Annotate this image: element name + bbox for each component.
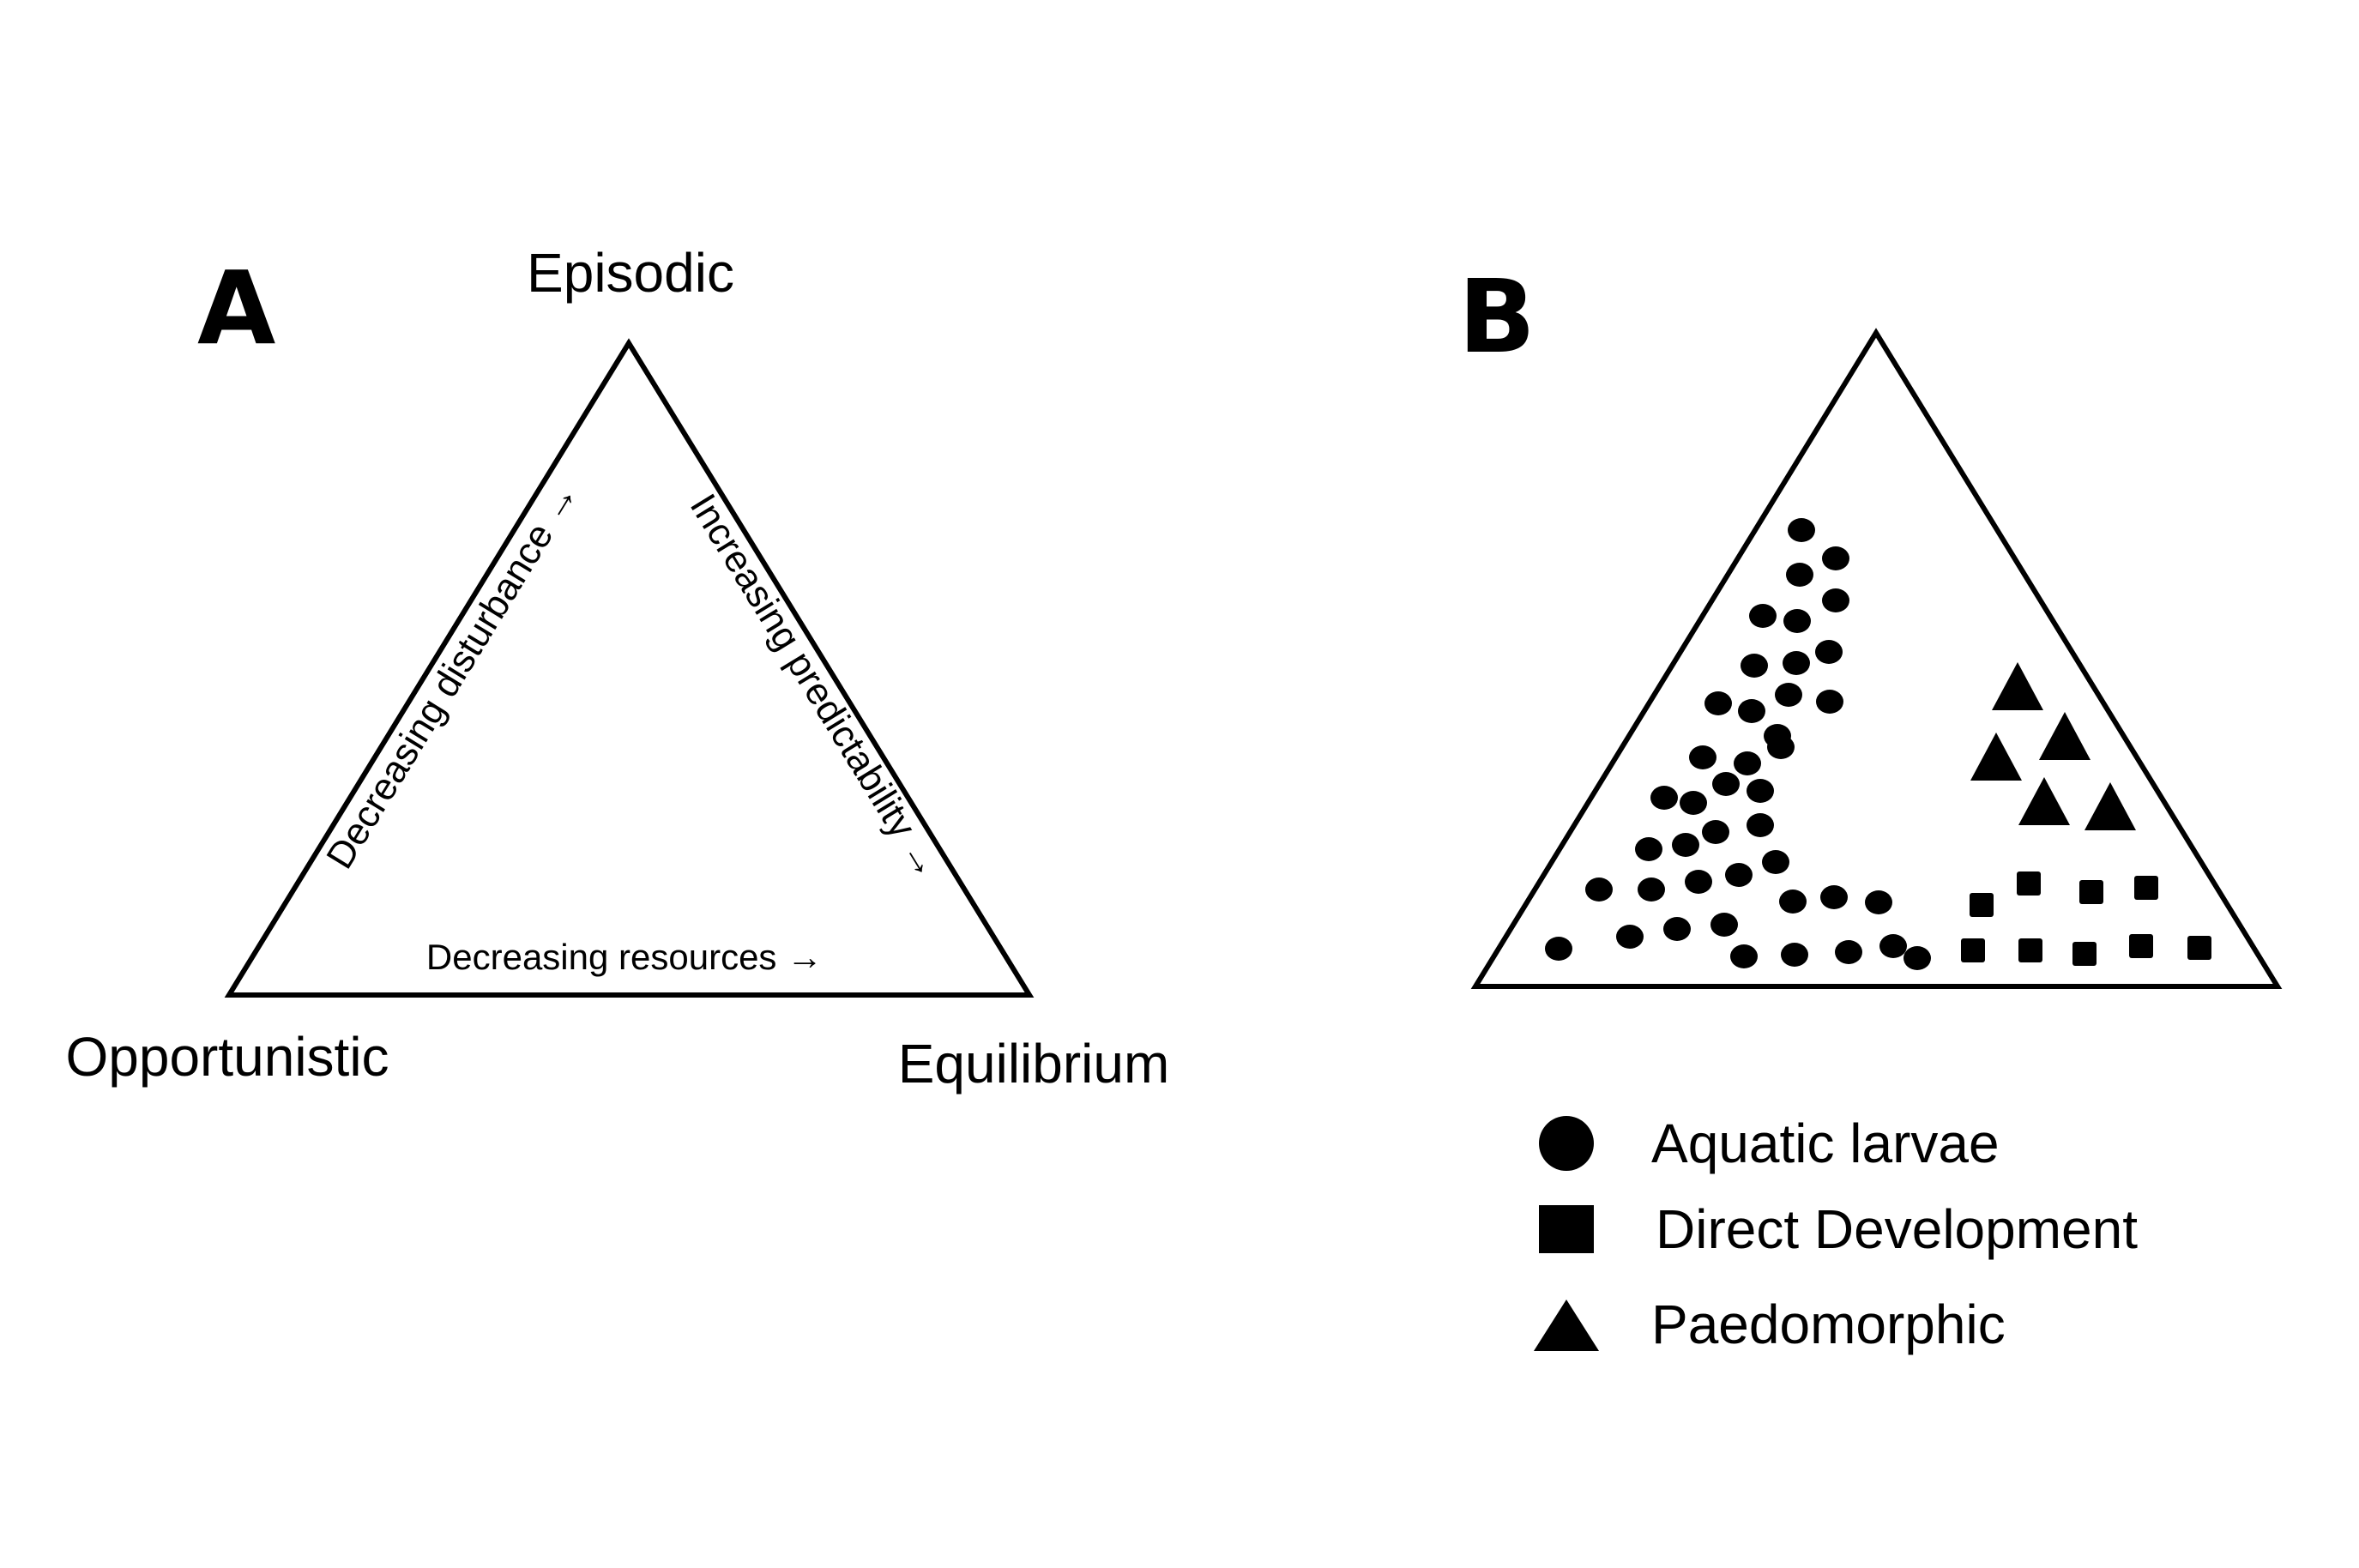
legend-triangle-icon xyxy=(1534,1300,1599,1351)
aquatic-larvae-point xyxy=(1704,691,1732,715)
paedomorphic-markers xyxy=(1970,662,2136,830)
aquatic-larvae-point xyxy=(1879,934,1907,958)
aquatic-larvae-point xyxy=(1680,791,1707,815)
direct-development-markers xyxy=(1961,871,2211,966)
direct-development-point xyxy=(1961,938,1985,962)
paedomorphic-point xyxy=(2018,777,2070,825)
direct-development-point xyxy=(2134,876,2158,900)
vertex-label-episodic: Episodic xyxy=(527,242,734,304)
panel-a-letter: A xyxy=(197,249,275,367)
aquatic-larvae-point xyxy=(1702,820,1729,844)
aquatic-larvae-point xyxy=(1650,786,1678,810)
legend-circle-icon xyxy=(1539,1116,1594,1171)
axis-label-decreasing-disturbance: Decreasing disturbance → xyxy=(318,475,587,877)
paedomorphic-point xyxy=(1970,733,2022,781)
panel-a-triangle xyxy=(224,338,1035,998)
legend-label-direct-development: Direct Development xyxy=(1656,1198,2138,1260)
aquatic-larvae-markers xyxy=(1545,518,1931,970)
aquatic-larvae-point xyxy=(1663,917,1691,941)
paedomorphic-point xyxy=(1992,662,2043,710)
vertex-label-equilibrium: Equilibrium xyxy=(898,1033,1170,1095)
aquatic-larvae-point xyxy=(1781,943,1808,967)
aquatic-larvae-point xyxy=(1822,588,1849,612)
aquatic-larvae-point xyxy=(1734,751,1761,775)
aquatic-larvae-point xyxy=(1903,946,1931,970)
aquatic-larvae-point xyxy=(1747,779,1774,803)
panel-b-letter: B xyxy=(1458,257,1535,376)
panel-b: B Aquatic larvae Direct Development Paed… xyxy=(1458,257,2283,1355)
aquatic-larvae-point xyxy=(1616,925,1644,949)
direct-development-point xyxy=(2017,871,2041,896)
aquatic-larvae-point xyxy=(1865,890,1892,914)
aquatic-larvae-point xyxy=(1835,940,1862,964)
aquatic-larvae-point xyxy=(1685,870,1712,894)
axis-label-increasing-predictability: Increasing predictability → xyxy=(682,487,949,887)
vertex-label-opportunistic: Opportunistic xyxy=(65,1026,389,1088)
aquatic-larvae-point xyxy=(1788,518,1815,542)
direct-development-point xyxy=(2187,936,2211,960)
aquatic-larvae-point xyxy=(1712,772,1740,796)
aquatic-larvae-point xyxy=(1741,654,1768,678)
aquatic-larvae-point xyxy=(1816,690,1843,714)
aquatic-larvae-point xyxy=(1672,833,1699,857)
legend: Aquatic larvae Direct Development Paedom… xyxy=(1534,1113,2138,1355)
aquatic-larvae-point xyxy=(1783,609,1811,633)
legend-label-aquatic-larvae: Aquatic larvae xyxy=(1651,1113,2000,1174)
aquatic-larvae-point xyxy=(1545,937,1572,961)
aquatic-larvae-point xyxy=(1767,735,1795,759)
aquatic-larvae-point xyxy=(1689,745,1716,769)
aquatic-larvae-point xyxy=(1786,563,1813,587)
direct-development-point xyxy=(2072,942,2097,966)
aquatic-larvae-point xyxy=(1738,699,1765,723)
aquatic-larvae-point xyxy=(1820,885,1848,909)
aquatic-larvae-point xyxy=(1747,813,1774,837)
direct-development-point xyxy=(2018,938,2042,962)
paedomorphic-point xyxy=(2039,712,2091,760)
aquatic-larvae-point xyxy=(1635,837,1662,861)
aquatic-larvae-point xyxy=(1815,640,1843,664)
aquatic-larvae-point xyxy=(1710,913,1738,937)
legend-label-paedomorphic: Paedomorphic xyxy=(1651,1294,2006,1355)
direct-development-point xyxy=(2129,934,2153,958)
aquatic-larvae-point xyxy=(1585,877,1613,902)
aquatic-larvae-point xyxy=(1725,863,1753,887)
aquatic-larvae-point xyxy=(1749,604,1777,628)
aquatic-larvae-point xyxy=(1822,546,1849,570)
direct-development-point xyxy=(2079,880,2103,904)
aquatic-larvae-point xyxy=(1779,890,1807,914)
aquatic-larvae-point xyxy=(1775,683,1802,707)
aquatic-larvae-point xyxy=(1762,850,1789,874)
panel-b-triangle xyxy=(1470,328,2283,989)
axis-label-decreasing-resources: Decreasing resources → xyxy=(426,937,823,977)
aquatic-larvae-point xyxy=(1783,651,1810,675)
direct-development-point xyxy=(1970,893,1994,917)
aquatic-larvae-point xyxy=(1730,944,1758,968)
paedomorphic-point xyxy=(2084,782,2136,830)
panel-a: A Episodic Opportunistic Equilibrium Dec… xyxy=(65,242,1169,1095)
aquatic-larvae-point xyxy=(1638,877,1665,902)
legend-square-icon xyxy=(1539,1205,1594,1253)
